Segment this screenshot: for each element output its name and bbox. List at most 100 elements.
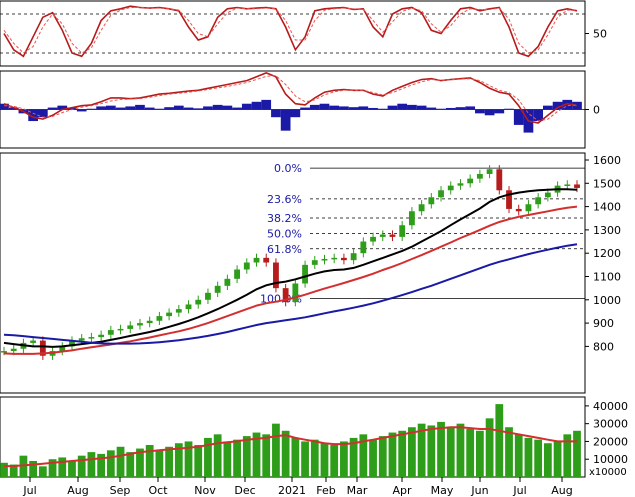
price-candle-body bbox=[331, 257, 338, 260]
volume-ytick-label: 40000 bbox=[593, 400, 628, 413]
volume-bar bbox=[466, 429, 475, 477]
stoch-ytick-label: 50 bbox=[593, 28, 607, 41]
volume-ytick-label: 30000 bbox=[593, 418, 628, 431]
macd-histogram-bar bbox=[37, 109, 48, 118]
volume-bar bbox=[213, 434, 222, 477]
x-tick-label: Jun bbox=[470, 484, 488, 497]
x-tick-label: Sep bbox=[110, 484, 131, 497]
price-candle-body bbox=[428, 197, 435, 205]
volume-bar bbox=[126, 452, 135, 477]
price-candle-body bbox=[107, 330, 114, 335]
price-candle-body bbox=[282, 288, 289, 303]
macd-histogram-bar bbox=[261, 99, 272, 110]
price-candle-body bbox=[467, 178, 474, 184]
macd-histogram-bar bbox=[203, 106, 213, 110]
volume-bar bbox=[388, 432, 397, 477]
price-candle-body bbox=[515, 208, 522, 212]
volume-bar bbox=[320, 443, 329, 477]
volume-bar bbox=[204, 437, 212, 477]
price-candle-body bbox=[457, 183, 464, 186]
price-ma50-line bbox=[3, 188, 578, 348]
price-candle-body bbox=[69, 340, 75, 347]
volume-bar bbox=[155, 450, 164, 477]
macd-histogram-bar bbox=[348, 107, 359, 110]
price-candle-body bbox=[438, 190, 444, 198]
volume-bar bbox=[184, 441, 193, 477]
macd-ytick-label: 0 bbox=[593, 104, 600, 117]
volume-bar bbox=[378, 436, 387, 477]
volume-bar bbox=[58, 457, 67, 477]
x-tick-label: Jul bbox=[512, 484, 526, 497]
macd-histogram-bar bbox=[280, 109, 291, 131]
price-candle-body bbox=[476, 173, 483, 179]
price-candle-body bbox=[370, 236, 376, 242]
macd-histogram-bar bbox=[76, 109, 87, 112]
volume-bar bbox=[97, 453, 106, 477]
volume-bar bbox=[408, 427, 416, 477]
price-candle-body bbox=[399, 225, 406, 237]
x-tick-label: Nov bbox=[194, 484, 216, 497]
price-candle-body bbox=[156, 316, 163, 321]
volume-bar bbox=[485, 418, 494, 477]
macd-histogram-bar bbox=[105, 105, 116, 110]
macd-histogram-bar bbox=[164, 107, 174, 110]
fib-label: 23.6% bbox=[267, 193, 302, 206]
macd-histogram-bar bbox=[368, 107, 378, 110]
macd-histogram-bar bbox=[475, 109, 485, 114]
fib-label: 50.0% bbox=[267, 227, 302, 240]
macd-histogram-bar bbox=[8, 107, 19, 110]
volume-bar bbox=[301, 441, 309, 477]
volume-bar bbox=[165, 446, 173, 477]
price-ytick-label: 1300 bbox=[593, 224, 621, 237]
volume-bar bbox=[174, 443, 183, 477]
price-candle-body bbox=[137, 323, 143, 326]
volume-bar bbox=[48, 459, 57, 477]
x-tick-label: May bbox=[431, 484, 454, 497]
volume-bar bbox=[77, 455, 86, 477]
macd-histogram-bar bbox=[562, 99, 573, 110]
volume-ytick-label: 10000 bbox=[593, 453, 628, 466]
macd-histogram-bar bbox=[183, 107, 194, 110]
volume-bar bbox=[87, 452, 96, 477]
price-candle-body bbox=[59, 346, 66, 352]
price-candle-body bbox=[535, 197, 542, 205]
volume-bar bbox=[437, 421, 445, 477]
macd-histogram-bar bbox=[513, 109, 524, 125]
macd-histogram-bar bbox=[407, 104, 417, 110]
macd-histogram-bar bbox=[251, 101, 262, 110]
price-candle-body bbox=[234, 269, 240, 279]
macd-histogram-bar bbox=[57, 105, 68, 110]
volume-bar bbox=[534, 439, 543, 477]
volume-bar bbox=[563, 434, 572, 477]
macd-histogram-bar bbox=[300, 107, 310, 110]
volume-bar bbox=[427, 425, 436, 477]
price-candle-body bbox=[321, 259, 328, 261]
price-ytick-label: 800 bbox=[593, 340, 614, 353]
fib-label: 38.2% bbox=[267, 212, 302, 225]
macd-histogram-bar bbox=[232, 107, 242, 110]
fib-label: 61.8% bbox=[267, 243, 302, 256]
panel-frame-3 bbox=[0, 152, 586, 394]
volume-bar bbox=[369, 439, 377, 477]
volume-bar bbox=[446, 427, 455, 477]
price-ytick-label: 1200 bbox=[593, 247, 621, 260]
price-candle-body bbox=[544, 192, 551, 198]
volume-bar bbox=[116, 446, 125, 477]
volume-bar bbox=[252, 432, 261, 477]
price-ma100-line bbox=[3, 205, 578, 355]
volume-bar bbox=[194, 445, 203, 477]
price-candle-body bbox=[253, 257, 260, 263]
price-candle-body bbox=[350, 253, 357, 261]
price-candle-body bbox=[1, 351, 7, 353]
price-candle-body bbox=[273, 262, 279, 289]
volume-bar bbox=[543, 443, 552, 477]
price-candle-body bbox=[574, 184, 580, 188]
volume-bar bbox=[330, 445, 339, 477]
price-candle-body bbox=[166, 312, 173, 317]
macd-histogram-bar bbox=[28, 109, 38, 122]
macd-histogram-bar bbox=[115, 107, 126, 110]
macd-histogram-bar bbox=[543, 105, 553, 110]
price-candle-body bbox=[564, 184, 571, 186]
price-candle-body bbox=[292, 283, 299, 303]
